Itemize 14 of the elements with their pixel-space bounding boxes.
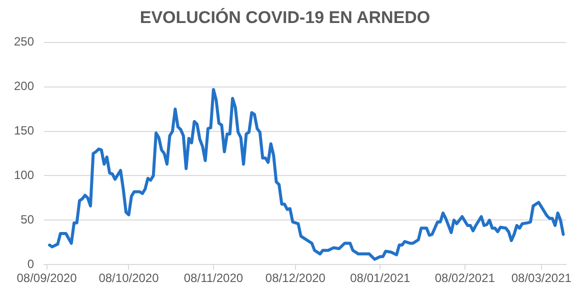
x-tick-label: 08/10/2020 [98,271,160,286]
chart-title: EVOLUCIÓN COVID-19 EN ARNEDO [140,6,430,27]
x-tick-label: 08/02/2021 [434,271,496,286]
y-tick-label: 150 [14,124,34,138]
y-tick-label: 250 [14,34,34,49]
x-tick-label: 08/03/2021 [511,271,572,286]
y-tick-label: 100 [14,168,34,182]
y-tick-label: 50 [20,212,34,226]
x-tick-label: 08/09/2020 [16,271,78,286]
y-tick-label: 200 [14,79,34,94]
y-tick-label: 0 [27,256,34,271]
x-tick-label: 08/12/2020 [265,271,326,286]
x-tick-label: 08/01/2021 [350,271,411,286]
x-tick-label: 08/11/2020 [184,271,244,286]
